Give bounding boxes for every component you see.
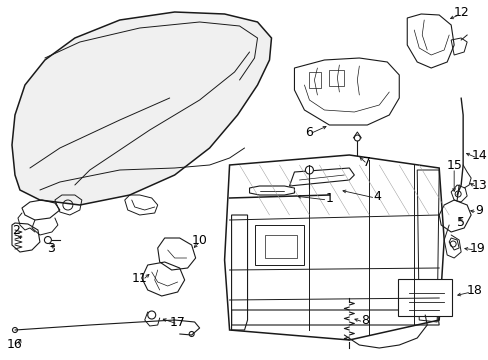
Text: 17: 17 (169, 315, 185, 328)
Circle shape (354, 135, 360, 141)
Text: 9: 9 (474, 203, 482, 216)
Text: 2: 2 (12, 224, 20, 237)
Text: 1: 1 (325, 192, 333, 204)
Circle shape (147, 311, 155, 319)
Text: 5: 5 (456, 216, 464, 229)
Polygon shape (12, 12, 271, 205)
Text: 19: 19 (468, 242, 484, 255)
Text: 11: 11 (132, 271, 147, 284)
Text: 16: 16 (7, 338, 23, 351)
Text: 15: 15 (446, 158, 461, 171)
Text: 6: 6 (305, 126, 313, 139)
Circle shape (44, 237, 51, 243)
FancyBboxPatch shape (397, 279, 451, 316)
Text: 3: 3 (47, 242, 55, 255)
Text: 18: 18 (465, 284, 481, 297)
Text: 4: 4 (373, 189, 381, 202)
Text: 10: 10 (191, 234, 207, 247)
Text: 8: 8 (361, 314, 368, 327)
Circle shape (305, 166, 313, 174)
Text: 13: 13 (470, 179, 486, 192)
Text: 12: 12 (452, 5, 468, 18)
Text: 14: 14 (470, 149, 486, 162)
Text: 7: 7 (363, 156, 370, 168)
